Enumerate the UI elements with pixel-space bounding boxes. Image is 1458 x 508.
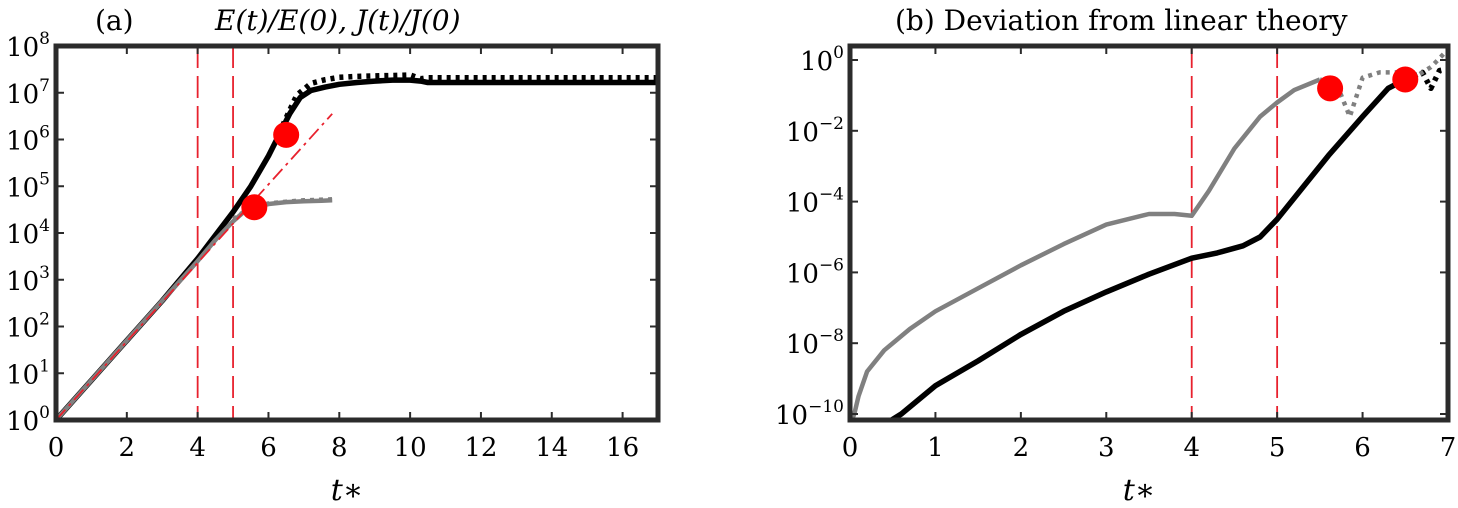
y-tick-label: 104 — [6, 216, 50, 250]
y-tick-label: 10−8 — [786, 326, 844, 360]
x-tick-label: 16 — [606, 433, 639, 463]
y-tick-label: 10−4 — [786, 185, 844, 219]
marker-dot-2 — [1392, 66, 1419, 93]
panel-title: E(t)/E(0), J(t)/J(0) — [214, 4, 461, 37]
series-gray-solid — [850, 77, 1321, 420]
x-tick-label: 4 — [1183, 433, 1200, 463]
x-tick-label: 12 — [464, 433, 497, 463]
x-axis-label: t∗ — [331, 473, 363, 508]
x-tick-label: 7 — [1440, 433, 1457, 463]
plot-area — [850, 46, 1448, 420]
x-axis-label: t∗ — [1123, 473, 1155, 508]
axes-frame — [53, 43, 661, 423]
series-black-dotted — [280, 72, 658, 127]
y-tick-label: 102 — [6, 310, 50, 344]
series-black-solid — [886, 77, 1407, 420]
panel-a: 0 2 4 6 8 10 12 14 16 100 101 102 103 104 105 106 107 108… — [6, 4, 661, 508]
y-tick-label: 100 — [800, 43, 844, 77]
y-tick-label: 10−6 — [786, 255, 844, 289]
panel-b: 0 1 2 3 4 5 6 7 10−10 10−8 10−6 10−4 10−2 100 (b) Devi… — [775, 4, 1456, 508]
y-tick-label: 101 — [6, 356, 50, 390]
series-black-solid — [56, 77, 658, 420]
marker-dot-1 — [1317, 75, 1344, 102]
x-tick-label: 6 — [1354, 433, 1371, 463]
x-tick-label: 14 — [535, 433, 568, 463]
x-tick-label: 2 — [1013, 433, 1030, 463]
series-gray-dotted — [1319, 47, 1448, 119]
y-tick-label: 105 — [6, 169, 50, 203]
panel-title: (b) Deviation from linear theory — [895, 4, 1348, 37]
y-tick-label: 10−10 — [775, 397, 844, 431]
series-gray-solid — [56, 198, 333, 420]
plot-area — [56, 46, 658, 420]
panel-label: (a) — [95, 4, 134, 37]
y-tick-label: 107 — [6, 76, 50, 110]
x-tick-label: 1 — [927, 433, 944, 463]
marker-dot-2 — [273, 121, 300, 148]
x-tick-label: 2 — [119, 433, 136, 463]
x-tick-label: 0 — [48, 433, 65, 463]
x-tick-label: 6 — [260, 433, 277, 463]
x-tick-label: 5 — [1269, 433, 1286, 463]
x-tick-label: 8 — [331, 433, 348, 463]
y-tick-label: 100 — [6, 403, 50, 437]
y-tick-label: 10−2 — [786, 114, 844, 148]
x-tick-label: 10 — [394, 433, 427, 463]
y-tick-label: 106 — [6, 123, 50, 157]
x-tick-label: 0 — [842, 433, 859, 463]
series-gray-dotted — [231, 197, 333, 221]
y-tick-label: 108 — [6, 29, 50, 63]
y-tick-label: 103 — [6, 263, 50, 297]
marker-dot-1 — [241, 194, 268, 221]
x-tick-label: 4 — [189, 433, 206, 463]
x-tick-label: 3 — [1098, 433, 1115, 463]
axes-frame — [847, 43, 1451, 423]
